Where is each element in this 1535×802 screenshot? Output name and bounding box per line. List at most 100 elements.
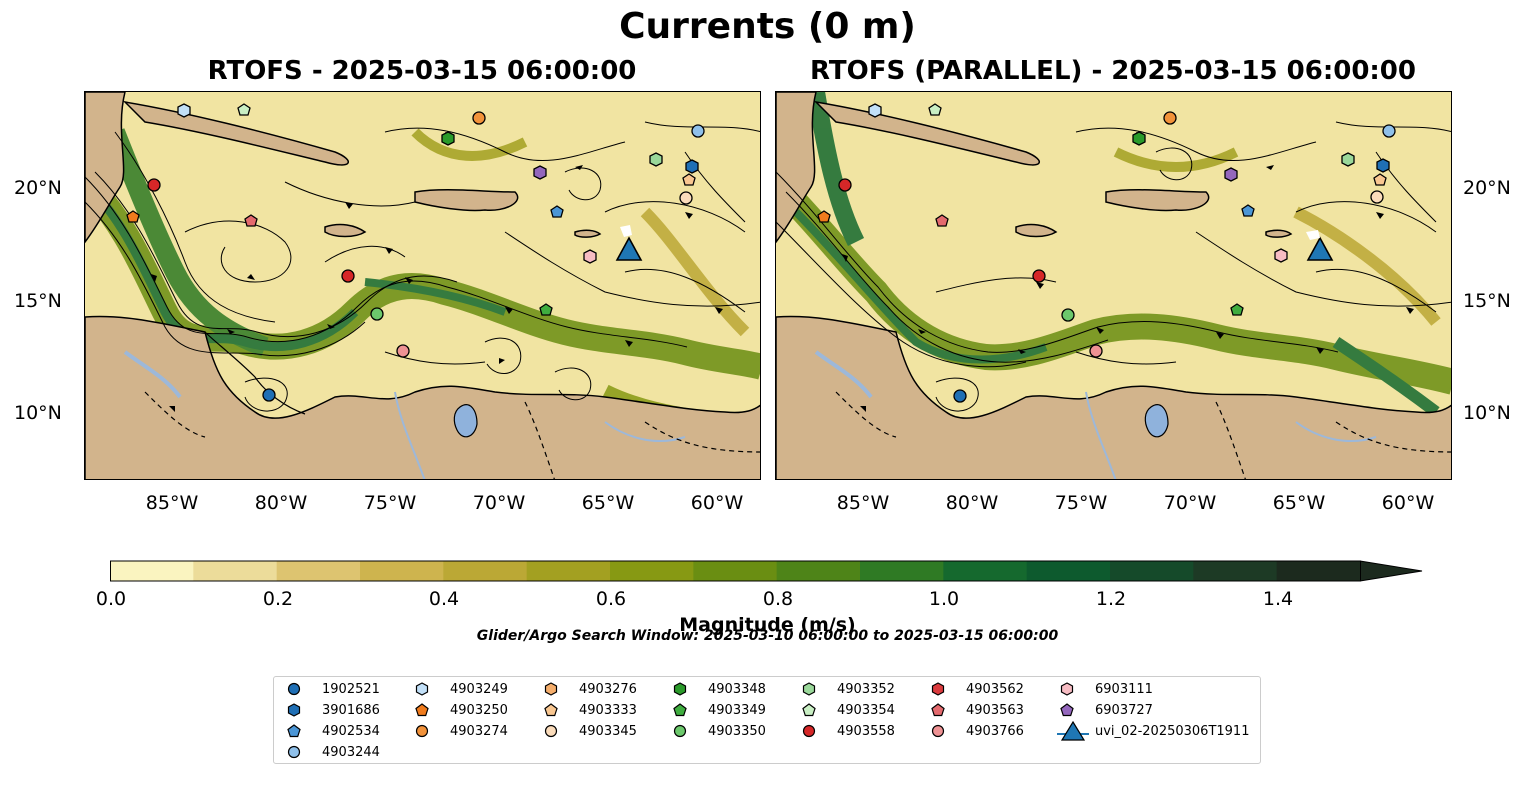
legend-item: 1902521	[284, 679, 380, 699]
colorbar-bin	[1026, 561, 1111, 581]
colorbar-tick-label: 1.0	[928, 588, 960, 610]
colorbar-tick-label: 0.8	[762, 588, 794, 610]
circle-marker-icon	[415, 724, 429, 738]
lat-label-10n-right: 10°N	[1463, 402, 1511, 424]
legend-label: 4903766	[966, 723, 1024, 739]
colorbar-bin	[360, 561, 444, 581]
colorbar-bin	[1276, 561, 1361, 581]
legend-item: 4903345	[541, 721, 637, 741]
legend-label: 4903274	[450, 723, 508, 739]
legend-label: 4903333	[579, 702, 637, 718]
colorbar-bin	[526, 561, 611, 581]
left-current-map	[85, 92, 760, 479]
hexagon-marker-icon	[287, 703, 301, 717]
colorbar-bin	[443, 561, 528, 581]
triangle-marker-icon	[1057, 721, 1089, 741]
colorbar-tick-label: 1.2	[1095, 588, 1127, 610]
left-map-panel	[84, 91, 761, 480]
colorbar-bin	[276, 561, 361, 581]
lon-label-65w-left: 65°W	[581, 492, 635, 514]
legend-item: 4902534	[284, 721, 380, 741]
legend-item: 4903354	[799, 700, 895, 720]
colorbar-tick-label: 0.2	[262, 588, 294, 610]
circle-marker-icon	[931, 724, 945, 738]
legend-item: 4903350	[670, 721, 766, 741]
lon-label-70w-right: 70°W	[1163, 492, 1217, 514]
colorbar-tick-label: 0.4	[428, 588, 460, 610]
legend-item: 4903250	[412, 700, 508, 720]
hexagon-marker-icon	[1060, 682, 1074, 696]
legend-label: 4903352	[837, 681, 895, 697]
colorbar-bin	[193, 561, 278, 581]
colorbar-bin	[110, 561, 194, 581]
lon-label-60w-left: 60°W	[690, 492, 744, 514]
right-map-panel	[775, 91, 1452, 480]
colorbar-tick-label: 0.0	[95, 588, 127, 610]
colorbar-bin	[1193, 561, 1278, 581]
pentagon-marker-icon	[544, 703, 558, 717]
colorbar-label: Magnitude (m/s)	[679, 614, 856, 636]
legend-label: 4903249	[450, 681, 508, 697]
colorbar-tick-label: 1.4	[1262, 588, 1294, 610]
pentagon-marker-icon	[673, 703, 687, 717]
hexagon-marker-icon	[673, 682, 687, 696]
right-current-map	[776, 92, 1451, 479]
legend-item: 4903349	[670, 700, 766, 720]
legend-label: uvi_02-20250306T1911	[1095, 723, 1250, 739]
search-window-text: Glider/Argo Search Window: 2025-03-10 06…	[476, 628, 1059, 644]
figure-title: Currents (0 m)	[619, 6, 916, 47]
circle-marker-icon	[544, 724, 558, 738]
legend-label: 4903354	[837, 702, 895, 718]
lat-label-10n-left: 10°N	[14, 402, 62, 424]
lon-label-75w-left: 75°W	[363, 492, 417, 514]
legend-label: 4903350	[708, 723, 766, 739]
pentagon-marker-icon	[287, 724, 301, 738]
lon-label-65w-right: 65°W	[1272, 492, 1326, 514]
legend-label: 4903244	[322, 744, 380, 760]
colorbar-bin	[943, 561, 1028, 581]
legend-item: uvi_02-20250306T1911	[1057, 721, 1249, 741]
circle-marker-icon	[802, 724, 816, 738]
lon-label-85w-left: 85°W	[145, 492, 199, 514]
legend-label: 4903345	[579, 723, 637, 739]
legend-label: 4903562	[966, 681, 1024, 697]
colorbar-tick-label: 0.6	[595, 588, 627, 610]
legend-label: 4903558	[837, 723, 895, 739]
hexagon-marker-icon	[415, 682, 429, 696]
legend-label: 4903348	[708, 681, 766, 697]
lon-label-70w-left: 70°W	[472, 492, 526, 514]
legend-item: 4903274	[412, 721, 508, 741]
legend-label: 4903276	[579, 681, 637, 697]
pentagon-marker-icon	[802, 703, 816, 717]
legend-item: 4903563	[928, 700, 1024, 720]
lat-label-20n-right: 20°N	[1463, 177, 1511, 199]
colorbar-bin	[610, 561, 694, 581]
right-panel-title: RTOFS (PARALLEL) - 2025-03-15 06:00:00	[810, 56, 1416, 86]
legend-item: 4903348	[670, 679, 766, 699]
lat-label-15n-right: 15°N	[1463, 290, 1511, 312]
lon-label-60w-right: 60°W	[1381, 492, 1435, 514]
legend-label: 6903111	[1095, 681, 1153, 697]
left-panel-title: RTOFS - 2025-03-15 06:00:00	[207, 56, 637, 86]
lat-label-20n-left: 20°N	[14, 177, 62, 199]
lon-label-85w-right: 85°W	[836, 492, 890, 514]
legend-label: 4902534	[322, 723, 380, 739]
lon-label-80w-right: 80°W	[945, 492, 999, 514]
hexagon-marker-icon	[802, 682, 816, 696]
colorbar-bin	[1110, 561, 1194, 581]
pentagon-marker-icon	[1060, 703, 1074, 717]
lon-label-75w-right: 75°W	[1054, 492, 1108, 514]
legend-item: 4903766	[928, 721, 1024, 741]
legend: 1902521 3901686 4902534 4903244 4903249 49032…	[273, 676, 1261, 764]
lon-label-80w-left: 80°W	[254, 492, 308, 514]
legend-label: 4903250	[450, 702, 508, 718]
circle-marker-icon	[287, 745, 301, 759]
legend-label: 3901686	[322, 702, 380, 718]
legend-item: 4903558	[799, 721, 895, 741]
colorbar-bin	[860, 561, 944, 581]
hexagon-marker-icon	[931, 682, 945, 696]
legend-label: 4903349	[708, 702, 766, 718]
pentagon-marker-icon	[415, 703, 429, 717]
colorbar	[110, 560, 1423, 582]
legend-label: 1902521	[322, 681, 380, 697]
